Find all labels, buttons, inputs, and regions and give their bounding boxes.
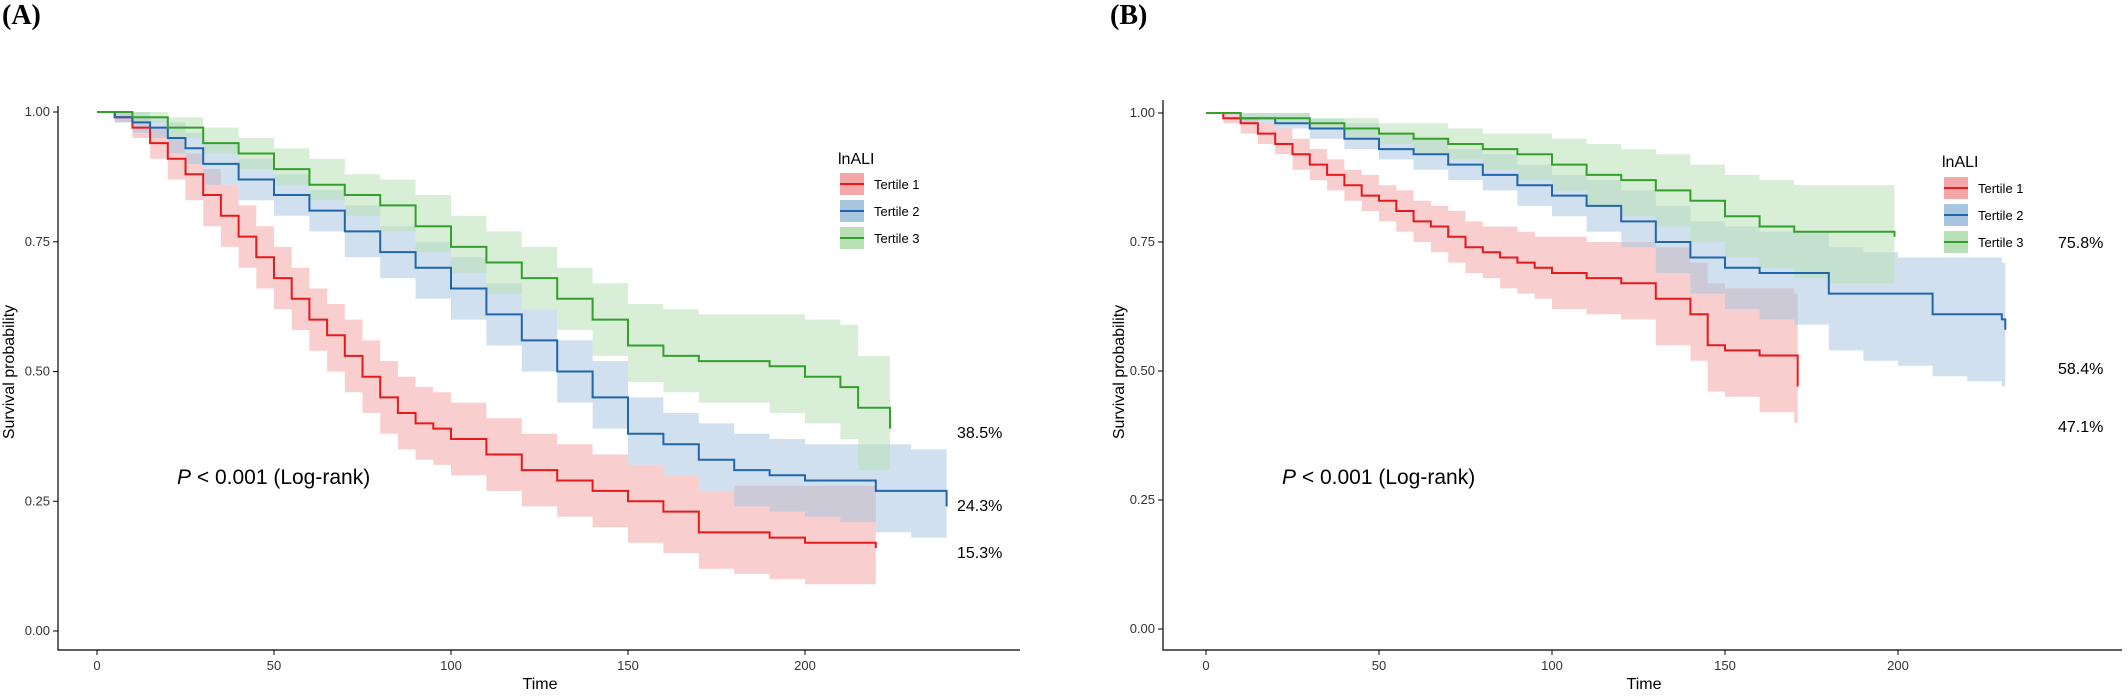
panel-a-legend-entry-1: Tertile 1 [840, 173, 920, 195]
panel-b-legend-title: lnALI [1942, 154, 1978, 171]
panel-b: (B) 0 50 100 150 200 0.00 0.25 0.50 0.75 1.00 Ti… [1110, 0, 2122, 693]
panel-a-end-label-tertile-3: 38.5% [957, 425, 1002, 442]
panel-b-legend-entry-3: Tertile 3 [1944, 231, 2024, 253]
panel-b-ci-band-tertile-3 [1206, 113, 1895, 284]
panel-b-legend-entry-2: Tertile 2 [1944, 204, 2024, 226]
panel-a-legend: lnALI Tertile 1 Tertile 2 Tertile 3 [838, 151, 920, 249]
panel-b-x-ticks: 0 50 100 150 200 [1202, 650, 1909, 673]
panel-a-p-value: P < 0.001 (Log-rank) [177, 466, 370, 489]
panel-b-y-tick-label: 1.00 [1130, 105, 1155, 120]
panel-a-survival-curves [97, 111, 948, 548]
panel-b-axes [1162, 100, 2122, 651]
panel-a-x-tick-label: 150 [617, 658, 639, 673]
panel-a-y-tick-label: 0.50 [25, 364, 50, 379]
panel-b-x-tick-label: 50 [1372, 658, 1386, 673]
panel-b-ci-band-tertile-2 [1206, 113, 2006, 387]
panel-b-x-tick-label: 150 [1714, 658, 1736, 673]
panel-a-x-tick-label: 100 [440, 658, 462, 673]
panel-a-ci-bands [97, 112, 947, 585]
panel-a-x-tick-label: 200 [794, 658, 816, 673]
panel-a-x-axis-title: Time [523, 676, 558, 693]
panel-b-x-tick-label: 200 [1887, 658, 1909, 673]
panel-b-legend-label-2: Tertile 2 [1978, 208, 2024, 223]
panel-a-legend-label-3: Tertile 3 [874, 231, 920, 246]
panel-b-y-tick-label: 0.75 [1130, 234, 1155, 249]
panel-b-p-symbol: P [1282, 466, 1296, 489]
panel-b-end-label-tertile-2: 58.4% [2058, 361, 2103, 378]
panel-a-y-tick-label: 0.75 [25, 234, 50, 249]
panel-a-legend-label-2: Tertile 2 [874, 204, 920, 219]
panel-b-y-axis-title: Survival probability [1111, 305, 1128, 439]
panel-b-legend-label-3: Tertile 3 [1978, 235, 2024, 250]
panel-b-x-tick-label: 100 [1541, 658, 1563, 673]
panel-a-y-axis-title: Survival probability [1, 305, 18, 439]
panel-b-label: (B) [1110, 0, 1147, 31]
panel-a-y-tick-label: 0.25 [25, 493, 50, 508]
panel-b-y-ticks: 0.00 0.25 0.50 0.75 1.00 [1130, 105, 1163, 636]
panel-b-survival-curve-tertile-3 [1206, 112, 1896, 237]
panel-b-ci-band-tertile-1 [1206, 113, 1798, 444]
panel-b-end-label-tertile-3: 75.8% [2058, 235, 2103, 252]
panel-a-p-symbol: P [177, 466, 191, 489]
panel-a-survival-curve-tertile-3 [97, 111, 891, 429]
panel-a-y-ticks: 0.00 0.25 0.50 0.75 1.00 [25, 104, 58, 638]
panel-a-y-tick-label: 1.00 [25, 104, 50, 119]
panel-b-survival-curves [1206, 112, 2007, 387]
panel-b-end-label-tertile-1: 47.1% [2058, 419, 2103, 436]
panel-b-legend-entry-1: Tertile 1 [1944, 177, 2024, 199]
panel-a-label: (A) [2, 0, 41, 31]
panel-b-p-text: < 0.001 (Log-rank) [1296, 466, 1475, 489]
panel-a-p-text: < 0.001 (Log-rank) [191, 466, 370, 489]
panel-a: (A) 0 50 100 150 200 0.00 0.25 0.50 0.75 1.00 Ti… [1, 0, 1020, 693]
panel-a-x-tick-label: 0 [93, 658, 100, 673]
panel-b-survival-curve-tertile-1 [1206, 112, 1799, 387]
panel-a-legend-entry-2: Tertile 2 [840, 200, 920, 222]
panel-b-y-tick-label: 0.25 [1130, 492, 1155, 507]
panel-a-x-tick-label: 50 [267, 658, 281, 673]
panel-b-ci-bands [1206, 113, 2006, 444]
panel-a-legend-label-1: Tertile 1 [874, 177, 920, 192]
panel-a-legend-entry-3: Tertile 3 [840, 227, 920, 249]
panel-b-p-value: P < 0.001 (Log-rank) [1282, 466, 1475, 489]
panel-a-legend-title: lnALI [838, 151, 874, 168]
panel-b-legend: lnALI Tertile 1 Tertile 2 Tertile 3 [1942, 154, 2024, 253]
panel-a-y-tick-label: 0.00 [25, 623, 50, 638]
panel-b-survival-curve-tertile-2 [1206, 112, 2007, 330]
panel-b-x-tick-label: 0 [1202, 658, 1209, 673]
panel-a-x-ticks: 0 50 100 150 200 [93, 650, 816, 673]
panel-b-x-axis-title: Time [1627, 676, 1662, 693]
panel-a-ci-band-tertile-3 [97, 112, 890, 486]
panel-a-axes [57, 106, 1020, 651]
panel-a-end-label-tertile-2: 24.3% [957, 498, 1002, 515]
panel-b-y-tick-label: 0.50 [1130, 363, 1155, 378]
panel-b-y-tick-label: 0.00 [1130, 621, 1155, 636]
panel-a-end-label-tertile-1: 15.3% [957, 545, 1002, 562]
panel-a-survival-curve-tertile-1 [97, 111, 877, 548]
panel-b-legend-label-1: Tertile 1 [1978, 181, 2024, 196]
panel-a-survival-curve-tertile-2 [97, 111, 948, 507]
